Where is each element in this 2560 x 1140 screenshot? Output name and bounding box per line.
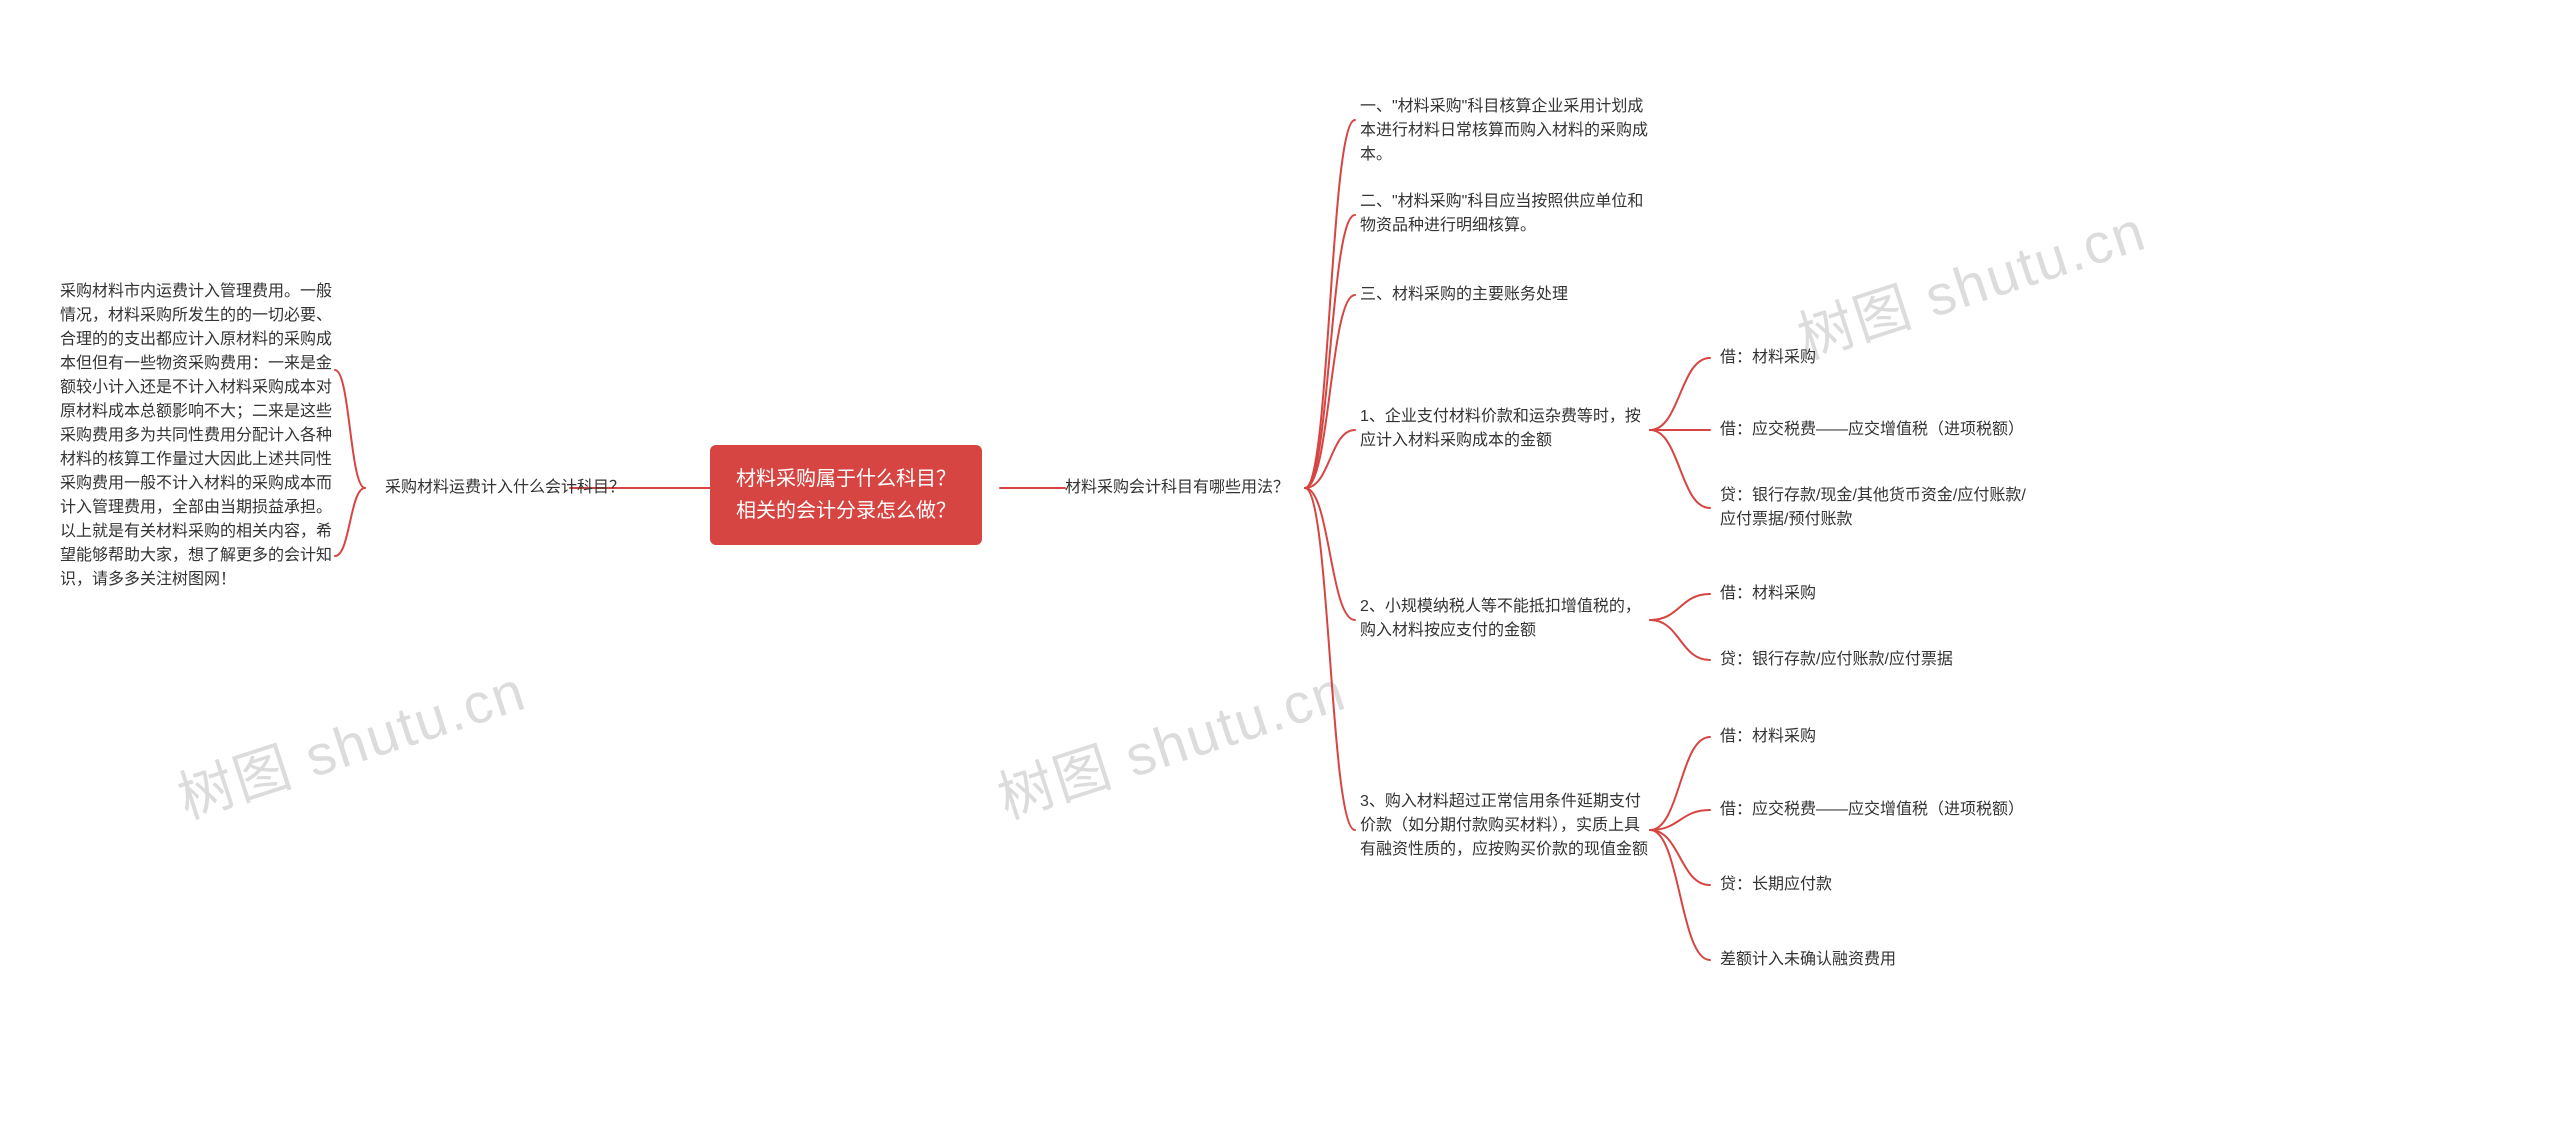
right-item-5-sub-1: 借：应交税费——应交增值税（进项税额） [1720,798,2060,822]
right-item-4-sub-1: 贷：银行存款/应付账款/应付票据 [1720,648,2040,672]
right-branch-label: 材料采购会计科目有哪些用法？ [1065,476,1305,500]
right-item-3-sub-1: 借：应交税费——应交增值税（进项税额） [1720,418,2060,442]
right-item-3-sub-0: 借：材料采购 [1720,346,2040,370]
connectors [0,0,2560,1140]
right-item-4: 2、小规模纳税人等不能抵扣增值税的，购入材料按应支付的金额 [1360,595,1650,643]
right-item-3-sub-2: 贷：银行存款/现金/其他货币资金/应付账款/应付票据/预付账款 [1720,484,2040,532]
right-item-5-sub-3: 差额计入未确认融资费用 [1720,948,2040,972]
right-item-0: 一、"材料采购"科目核算企业采用计划成本进行材料日常核算而购入材料的采购成本。 [1360,95,1650,167]
left-branch-label: 采购材料运费计入什么会计科目？ [370,476,640,500]
right-item-5-sub-0: 借：材料采购 [1720,725,2040,749]
right-item-3: 1、企业支付材料价款和运杂费等时，按应计入材料采购成本的金额 [1360,405,1650,453]
left-leaf-1: 以上就是有关材料采购的相关内容，希望能够帮助大家，想了解更多的会计知识，请多多关… [60,520,340,592]
right-item-4-sub-0: 借：材料采购 [1720,582,2040,606]
root-line2: 相关的会计分录怎么做？ [736,500,956,522]
watermark-1: 树图 shutu.cn [166,646,535,835]
right-item-5: 3、购入材料超过正常信用条件延期支付价款（如分期付款购买材料），实质上具有融资性… [1360,790,1650,862]
right-item-2: 三、材料采购的主要账务处理 [1360,283,1650,307]
right-item-5-sub-2: 贷：长期应付款 [1720,873,2040,897]
left-leaf-0: 采购材料市内运费计入管理费用。一般情况，材料采购所发生的的一切必要、合理的的支出… [60,280,340,520]
watermark-2: 树图 shutu.cn [986,646,1355,835]
right-item-1: 二、"材料采购"科目应当按照供应单位和物资品种进行明细核算。 [1360,190,1650,238]
root-line1: 材料采购属于什么科目？ [736,468,956,490]
root-node: 材料采购属于什么科目？ 相关的会计分录怎么做？ [710,445,982,545]
